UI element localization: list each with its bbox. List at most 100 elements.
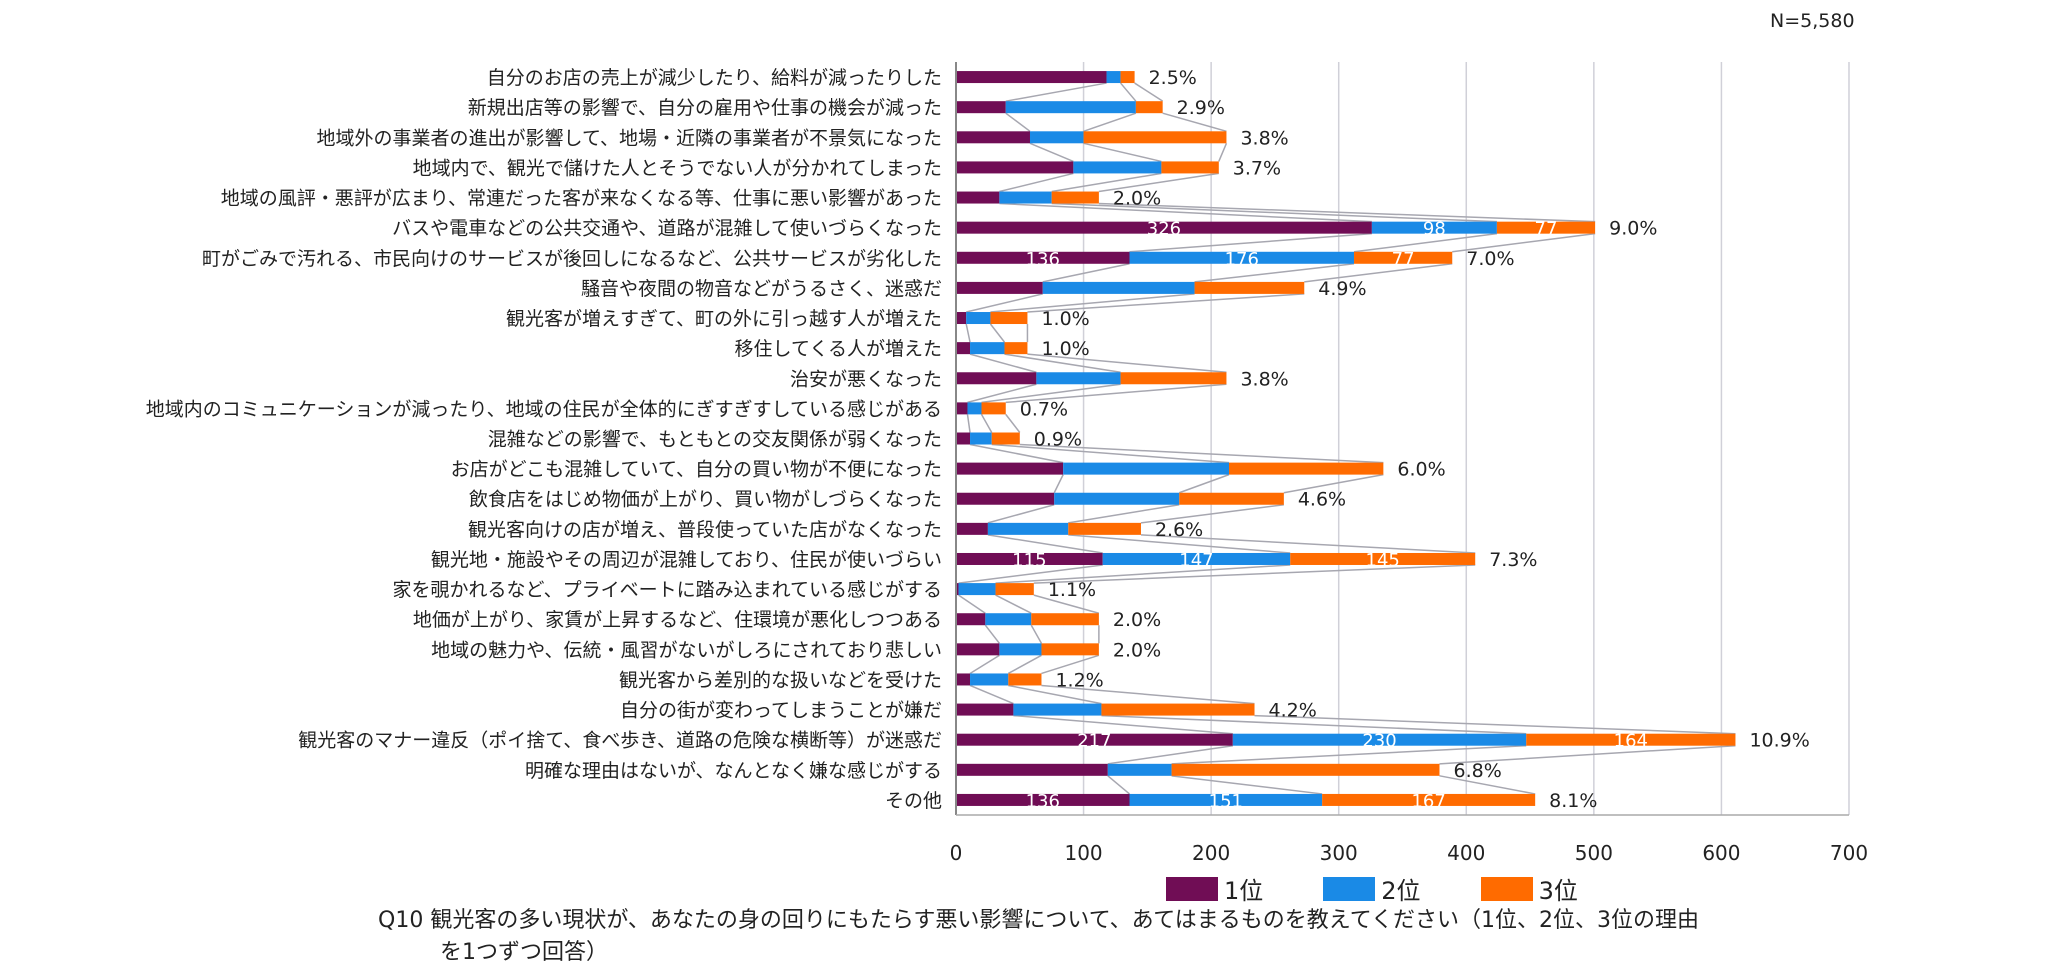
bar-segment-rank2	[1107, 763, 1172, 776]
series-connector-line	[995, 564, 1291, 584]
series-connector-line	[1019, 443, 1384, 464]
series-connector-line	[1005, 383, 1227, 404]
bar-segment-rank3	[1179, 492, 1284, 505]
bar-value-label: 77	[1392, 249, 1415, 270]
x-tick-label: 0	[950, 841, 963, 865]
bar-segment-rank3	[1120, 71, 1135, 84]
series-connector-line	[1042, 263, 1130, 283]
bar-segment-rank1	[956, 673, 971, 686]
bar-segment-rank3	[1051, 191, 1099, 204]
category-label: 地域外の事業者の進出が影響して、地場・近隣の事業者が不景気になった	[317, 127, 942, 149]
bar-segment-rank1	[956, 402, 968, 415]
bar-segment-rank1	[956, 643, 1000, 656]
legend-item-rank1: 1位	[1166, 871, 1263, 906]
series-connector-line	[1101, 714, 1527, 735]
bar-segment-rank1	[956, 733, 1233, 746]
bar-segment-rank1	[956, 793, 1130, 806]
series-connector-line	[969, 684, 1014, 705]
bar-segment-rank1	[956, 492, 1055, 505]
series-connector-line	[1030, 624, 1043, 644]
x-tick-label: 700	[1830, 841, 1868, 865]
x-tick-label: 200	[1192, 841, 1230, 865]
legend-swatch-rank3	[1480, 876, 1533, 901]
series-connector-line	[1194, 263, 1355, 283]
bar-segment-rank1	[956, 221, 1372, 234]
series-connector-line	[1171, 744, 1527, 765]
category-label: 地域内のコミュニケーションが減ったり、地域の住民が全体的にぎすぎすしている感じが…	[146, 398, 942, 420]
series-connector-line	[989, 323, 1006, 343]
bar-segment-rank1	[956, 71, 1107, 84]
legend-swatch-rank1	[1166, 876, 1218, 901]
x-axis-ticks: 0 100 200 300 400 500 600 700	[950, 841, 1868, 865]
x-tick-label: 100	[1064, 841, 1102, 865]
bar-segment-rank2	[985, 613, 1032, 626]
bar-segment-rank2	[1232, 733, 1527, 746]
bar-value-label: 230	[1362, 731, 1396, 752]
total-percent-label: 0.9%	[1034, 429, 1082, 451]
series-connector-line	[966, 414, 971, 433]
series-connector-line	[965, 323, 971, 343]
bar-value-label: 147	[1179, 550, 1213, 571]
bar-segment-rank2	[970, 342, 1005, 355]
category-label: 飲食店をはじめ物価が上がり、買い物がしづらくなった	[469, 489, 942, 511]
bar-segment-rank1	[956, 251, 1130, 264]
bar-segment-rank2	[970, 432, 992, 445]
bar-segment-rank3	[1171, 763, 1440, 776]
bar-segment-rank1	[956, 191, 1000, 204]
bar-segment-rank3	[1120, 372, 1227, 385]
question-text-line2: を1つずつ回答）	[440, 940, 608, 965]
category-label: 地域の風評・悪評が広まり、常連だった客が来なくなる等、仕事に悪い影響があった	[221, 188, 942, 210]
percent-labels: 2.5% 2.9% 3.8% 3.7% 2.0% 9.0% 7.0% 4.9% 1.0% 1.0%…	[1020, 67, 1810, 812]
total-percent-label: 9.0%	[1609, 218, 1657, 240]
series-connector-line	[1033, 594, 1100, 614]
legend-label-rank3: 3位	[1538, 877, 1578, 905]
total-percent-label: 4.2%	[1269, 700, 1317, 722]
bar-segment-rank3	[1031, 613, 1099, 626]
bar-segment-rank3	[1194, 281, 1305, 294]
series-connector-line	[1140, 503, 1284, 524]
series-connector-line	[1439, 775, 1536, 795]
legend-label-rank2: 2位	[1381, 877, 1421, 905]
series-connector-line	[999, 202, 1372, 223]
category-label: 治安が悪くなった	[790, 368, 942, 390]
series-connector-line	[1134, 82, 1164, 102]
bar-segment-rank3	[990, 312, 1028, 325]
bar-segment-rank2	[970, 673, 1009, 686]
total-percent-label: 1.1%	[1048, 579, 1096, 601]
category-label: 観光客から差別的な扱いなどを受けた	[619, 669, 942, 691]
total-percent-label: 7.3%	[1489, 549, 1537, 571]
series-connector-line	[1218, 143, 1228, 162]
gridlines	[1082, 62, 1850, 815]
series-connector-line	[1027, 353, 1227, 374]
series-connector-line	[995, 594, 1032, 614]
legend-item-rank2: 2位	[1323, 871, 1421, 906]
series-connector-line	[1004, 353, 1121, 374]
total-percent-label: 3.8%	[1240, 127, 1288, 149]
bar-value-label: 176	[1225, 249, 1259, 270]
total-percent-label: 6.8%	[1453, 760, 1501, 782]
series-connector-line	[1119, 82, 1137, 102]
series-connector-line	[1254, 714, 1736, 735]
series-connector-line	[1452, 232, 1596, 253]
series-connector-line	[1083, 142, 1162, 163]
bar-segment-rank3	[1101, 703, 1255, 716]
legend-item-rank3: 3位	[1480, 871, 1578, 906]
series-connector-line	[1439, 744, 1736, 765]
series-connector-line	[1140, 534, 1476, 554]
bar-value-label: 167	[1411, 791, 1445, 812]
bar-segment-rank1	[956, 281, 1043, 294]
category-label: 明確な理由はないが、なんとなく嫌な感じがする	[525, 760, 942, 782]
bar-segment-rank3	[1161, 161, 1219, 174]
series-connector-line	[1027, 293, 1305, 313]
series-connector-line	[1029, 142, 1074, 163]
bar-segment-rank1	[956, 432, 971, 445]
total-percent-label: 10.9%	[1749, 730, 1809, 752]
category-label: 自分のお店の売上が減少したり、給料が減ったりした	[487, 67, 942, 89]
total-percent-label: 1.2%	[1055, 669, 1103, 691]
total-percent-label: 2.0%	[1113, 188, 1161, 210]
total-percent-label: 4.6%	[1298, 489, 1346, 511]
series-connector-line	[1129, 232, 1372, 253]
bar-segment-rank3	[1354, 251, 1453, 264]
bar-segment-rank3	[1228, 462, 1384, 475]
category-label: 観光地・施設やその周辺が混雑しており、住民が使いづらい	[431, 549, 942, 571]
